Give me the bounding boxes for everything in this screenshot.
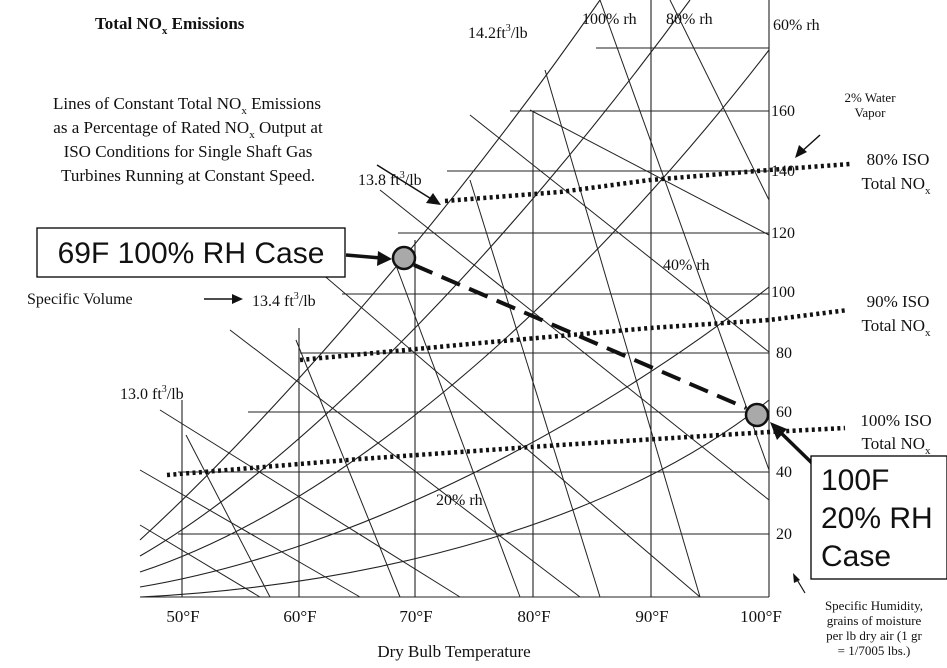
iso-100-line [166,425,846,478]
svg-text:grains of moisture: grains of moisture [827,613,922,628]
rh-label: 60% rh [773,17,820,34]
volume-label-14-2: 14.2ft3/lb [468,23,528,42]
y-tick-label: 80 [776,345,792,362]
iso-90-label: 90% ISO Total NOx [862,292,932,339]
case2-label-line: 20% RH [821,502,933,535]
x-tick-label: 70°F [399,607,432,626]
iso-80-label: 80% ISO Total NOx [862,150,932,197]
iso-80-line [444,161,851,204]
specific-volume-lines [185,0,770,598]
description-line: as a Percentage of Rated NOx Output at [53,118,323,141]
x-tick-label: 90°F [635,607,668,626]
rh-60-curve [139,49,770,573]
y-tick-label: 40 [776,464,792,481]
x-axis-ticks: 50°F 60°F 70°F 80°F 90°F 100°F [166,607,782,626]
iso-100-label: 100% ISO Total NOx [860,411,931,457]
svg-text:Total NOx: Total NOx [862,174,932,197]
arrows [204,134,821,594]
case1-callout: 69F 100% RH Case [36,227,346,278]
rh-label: 20% rh [436,492,483,509]
dry-bulb-grid-lines [140,0,770,598]
description-line: Turbines Running at Constant Speed. [61,166,315,185]
nox-iso-lines [166,161,851,478]
x-tick-label: 100°F [740,607,782,626]
volume-label-13-0: 13.0 ft3/lb [120,384,184,403]
chart-title: Total NOx Emissions [95,14,245,37]
humidity-grid-lines [178,47,769,535]
rh-label: 40% rh [663,257,710,274]
y-tick-label: 100 [771,284,795,301]
y-axis-ticks: 20 40 60 80 100 120 140 160 [771,103,795,543]
y-tick-label: 60 [776,404,792,421]
x-tick-label: 80°F [517,607,550,626]
water-vapor-label: Vapor [854,105,886,120]
specific-humidity-caption: Specific Humidity, grains of moisture pe… [825,598,923,658]
rh-label: 100% rh [582,11,637,28]
x-tick-label: 60°F [283,607,316,626]
svg-text:= 1/7005 lbs.): = 1/7005 lbs.) [838,643,911,658]
case1-label: 69F 100% RH Case [58,237,325,270]
water-vapor-label: 2% Water [844,90,896,105]
case-path-line [413,263,747,410]
svg-text:Total NOx: Total NOx [862,434,932,457]
case2-callout: 100F 20% RH Case [810,455,947,580]
case1-marker [391,245,417,271]
case2-label-line: 100F [821,464,889,497]
svg-text:Total NOx: Total NOx [862,316,932,339]
specific-volume-label: Specific Volume [27,291,133,308]
description-block: Lines of Constant Total NOx Emissions as… [53,94,323,185]
volume-label-13-4: 13.4 ft3/lb [252,291,316,310]
x-axis-label: Dry Bulb Temperature [377,642,530,661]
rh-20-curve [139,399,770,598]
svg-text:per lb dry air (1 gr: per lb dry air (1 gr [826,628,922,643]
y-tick-label: 20 [776,526,792,543]
volume-label-13-8: 13.8 ft3/lb [358,170,422,189]
case2-marker [744,402,770,428]
y-tick-label: 140 [771,163,795,180]
rh-label: 80% rh [666,11,713,28]
x-tick-label: 50°F [166,607,199,626]
description-line: ISO Conditions for Single Shaft Gas [64,142,313,161]
wet-bulb-lines [139,109,770,598]
rh-100-curve [139,0,601,541]
svg-text:100% ISO: 100% ISO [860,411,931,430]
y-tick-label: 120 [771,225,795,242]
rh-40-curve [139,286,770,588]
svg-text:80% ISO: 80% ISO [867,150,930,169]
svg-text:Specific Humidity,: Specific Humidity, [825,598,923,613]
svg-text:90% ISO: 90% ISO [867,292,930,311]
y-tick-label: 160 [771,103,795,120]
case2-label-line: Case [821,540,891,573]
description-line: Lines of Constant Total NOx Emissions [53,94,321,117]
rh-80-curve [139,0,691,557]
